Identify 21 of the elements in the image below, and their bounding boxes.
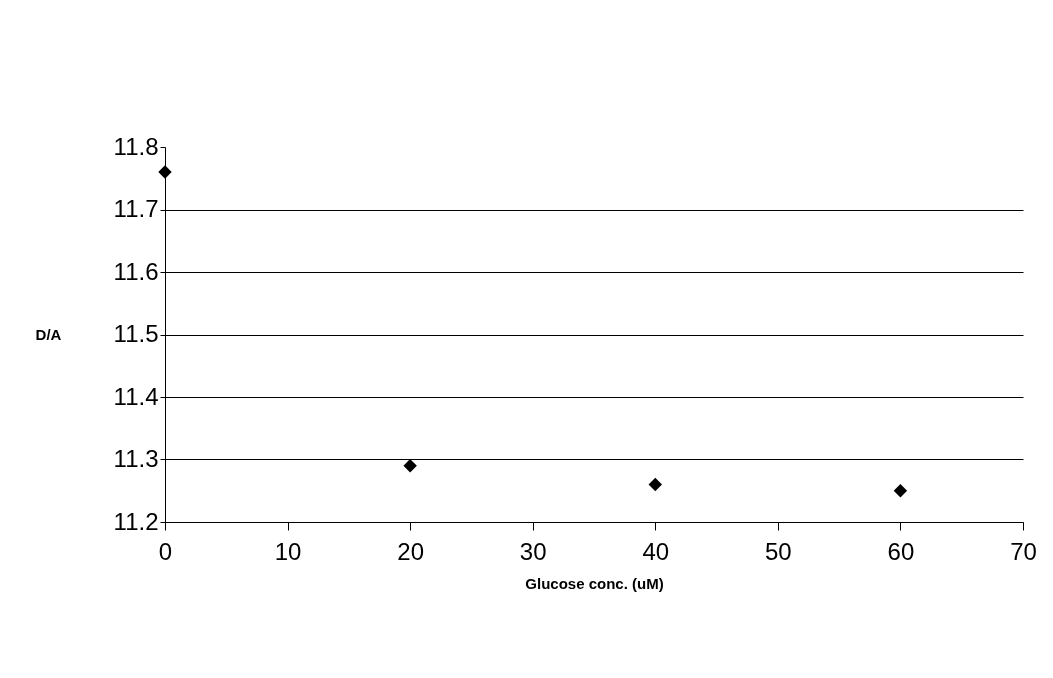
y-tick-label: 11.3 <box>113 445 159 472</box>
y-tick-label: 11.4 <box>113 382 159 410</box>
x-tick-label: 20 <box>397 537 424 565</box>
x-axis-title: Glucose conc. (uM) <box>525 574 664 592</box>
x-tick-label: 50 <box>765 537 792 565</box>
x-tick-label: 60 <box>887 537 915 565</box>
point <box>158 165 172 179</box>
x-tick-label: 0 <box>158 537 173 565</box>
x-tick-label: 40 <box>642 537 670 565</box>
y-tick-label: 11.2 <box>113 507 159 535</box>
x-tick-label: 70 <box>1010 537 1037 565</box>
y-tick-label: 11.6 <box>113 257 159 285</box>
y-tick-label: 11.5 <box>113 320 159 347</box>
y-tick-label: 11.7 <box>113 195 159 222</box>
x-tick-label: 10 <box>274 537 302 565</box>
x-tick-label: 30 <box>519 537 547 565</box>
y-tick-label: 11.8 <box>113 132 159 160</box>
y-axis-title: D/A <box>35 325 62 343</box>
point <box>403 459 417 473</box>
point <box>893 484 908 498</box>
point <box>648 477 662 492</box>
